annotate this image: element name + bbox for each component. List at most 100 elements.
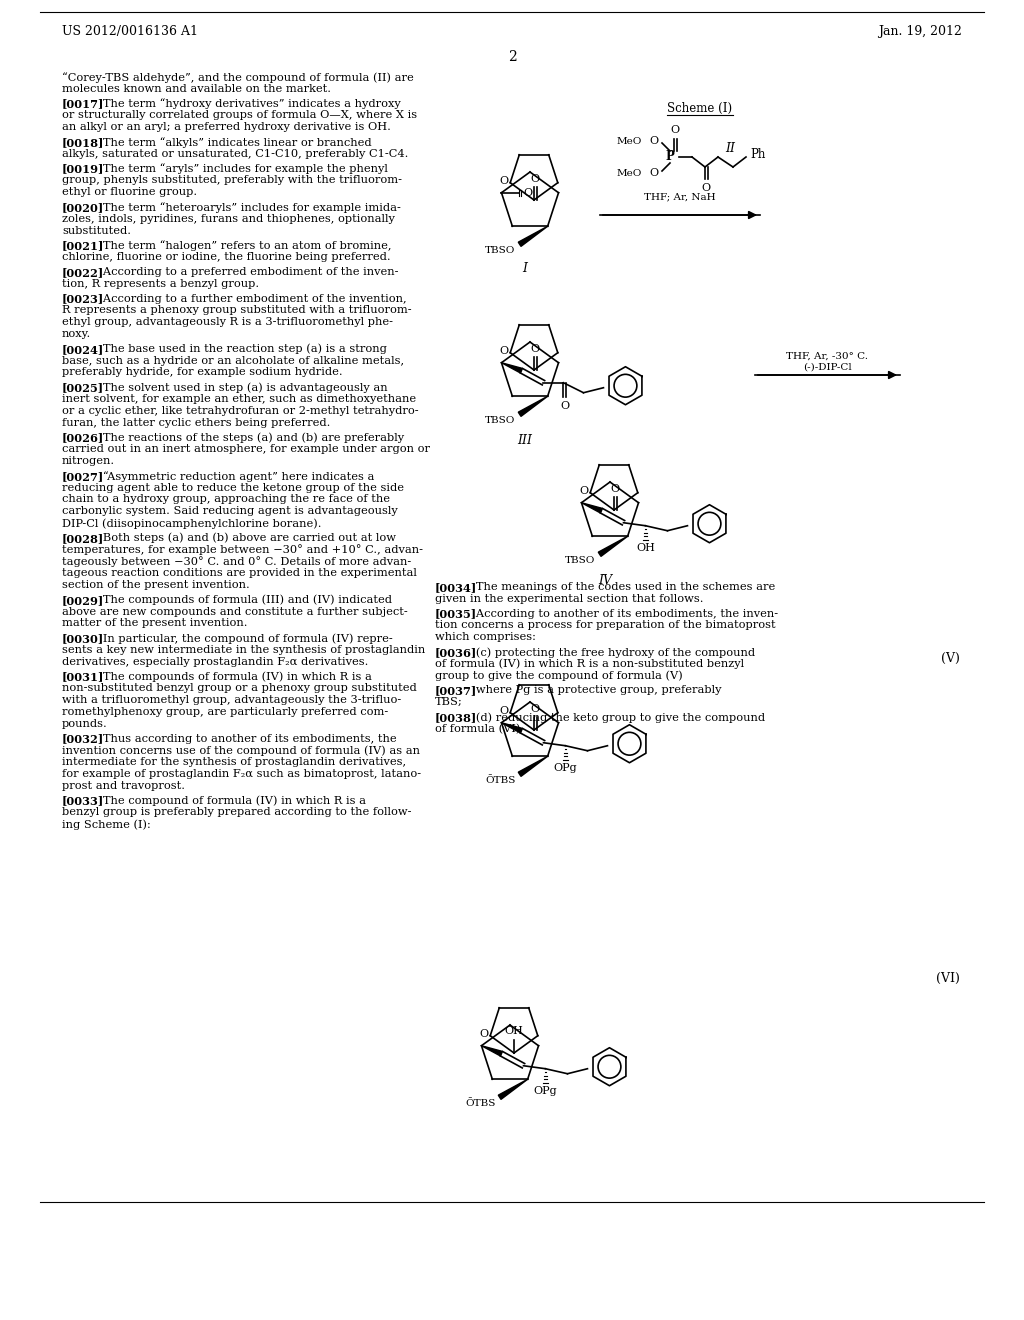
Text: tion, R represents a benzyl group.: tion, R represents a benzyl group. (62, 279, 259, 289)
Text: romethylphenoxy group, are particularly preferred com-: romethylphenoxy group, are particularly … (62, 708, 388, 717)
Text: ethyl group, advantageously R is a 3-trifluoromethyl phe-: ethyl group, advantageously R is a 3-tri… (62, 317, 393, 327)
Text: II: II (725, 143, 735, 154)
Text: O: O (530, 704, 540, 714)
Text: “Asymmetric reduction agent” here indicates a: “Asymmetric reduction agent” here indica… (92, 471, 375, 482)
Text: The compounds of formula (IV) in which R is a: The compounds of formula (IV) in which R… (92, 672, 372, 682)
Text: R represents a phenoxy group substituted with a trifluorom-: R represents a phenoxy group substituted… (62, 305, 412, 315)
Text: O: O (701, 183, 711, 193)
Text: O: O (479, 1028, 488, 1039)
Text: [0028]: [0028] (62, 533, 104, 544)
Text: [0036]: [0036] (435, 647, 477, 657)
Text: inert solvent, for example an ether, such as dimethoxyethane: inert solvent, for example an ether, suc… (62, 393, 416, 404)
Text: of formula (IV) in which R is a non-substituted benzyl: of formula (IV) in which R is a non-subs… (435, 659, 744, 669)
Text: O: O (649, 136, 658, 147)
Text: (VI): (VI) (936, 972, 961, 985)
Text: temperatures, for example between −30° and +10° C., advan-: temperatures, for example between −30° a… (62, 545, 423, 556)
Text: TBSO: TBSO (485, 416, 516, 425)
Text: Thus according to another of its embodiments, the: Thus according to another of its embodim… (92, 734, 397, 743)
Text: tion concerns a process for preparation of the bimatoprost: tion concerns a process for preparation … (435, 620, 775, 631)
Text: benzyl group is preferably prepared according to the follow-: benzyl group is preferably prepared acco… (62, 808, 412, 817)
Text: [0026]: [0026] (62, 433, 104, 444)
Text: The reactions of the steps (a) and (b) are preferably: The reactions of the steps (a) and (b) a… (92, 433, 404, 444)
Text: The base used in the reaction step (a) is a strong: The base used in the reaction step (a) i… (92, 343, 387, 354)
Text: The term “alkyls” indicates linear or branched: The term “alkyls” indicates linear or br… (92, 137, 372, 148)
Text: (-)-DIP-Cl: (-)-DIP-Cl (803, 363, 852, 372)
Text: for example of prostaglandin F₂α such as bimatoprost, latano-: for example of prostaglandin F₂α such as… (62, 770, 421, 779)
Text: [0034]: [0034] (435, 582, 477, 593)
Text: The meanings of the codes used in the schemes are: The meanings of the codes used in the sc… (465, 582, 775, 591)
Text: OPg: OPg (554, 763, 578, 772)
Text: O: O (523, 187, 532, 198)
Text: [0032]: [0032] (62, 734, 104, 744)
Text: O: O (560, 401, 569, 411)
Text: intermediate for the synthesis of prostaglandin derivatives,: intermediate for the synthesis of prosta… (62, 758, 407, 767)
Text: Both steps (a) and (b) above are carried out at low: Both steps (a) and (b) above are carried… (92, 533, 396, 544)
Text: OPg: OPg (534, 1086, 557, 1096)
Text: “Corey-TBS aldehyde”, and the compound of formula (II) are: “Corey-TBS aldehyde”, and the compound o… (62, 73, 414, 83)
Text: matter of the present invention.: matter of the present invention. (62, 618, 248, 628)
Text: ethyl or fluorine group.: ethyl or fluorine group. (62, 187, 198, 197)
Text: [0023]: [0023] (62, 293, 104, 305)
Text: (V): (V) (941, 652, 961, 665)
Text: OH: OH (505, 1026, 523, 1036)
Text: sents a key new intermediate in the synthesis of prostaglandin: sents a key new intermediate in the synt… (62, 645, 425, 655)
Text: TBS;: TBS; (435, 697, 463, 708)
Text: [0037]: [0037] (435, 685, 477, 697)
Text: MeO: MeO (616, 169, 642, 177)
Text: [0021]: [0021] (62, 240, 104, 251)
Polygon shape (502, 723, 522, 733)
Text: chlorine, fluorine or iodine, the fluorine being preferred.: chlorine, fluorine or iodine, the fluori… (62, 252, 390, 263)
Polygon shape (582, 503, 602, 513)
Text: base, such as a hydride or an alcoholate of alkaline metals,: base, such as a hydride or an alcoholate… (62, 355, 404, 366)
Text: According to a further embodiment of the invention,: According to a further embodiment of the… (92, 293, 407, 304)
Text: tageous reaction conditions are provided in the experimental: tageous reaction conditions are provided… (62, 568, 417, 578)
Text: OH: OH (636, 543, 655, 553)
Text: [0025]: [0025] (62, 383, 104, 393)
Text: group, phenyls substituted, preferably with the trifluorom-: group, phenyls substituted, preferably w… (62, 176, 402, 185)
Text: ing Scheme (I):: ing Scheme (I): (62, 820, 151, 830)
Text: [0022]: [0022] (62, 267, 104, 279)
Text: non-substituted benzyl group or a phenoxy group substituted: non-substituted benzyl group or a phenox… (62, 684, 417, 693)
Text: tageously between −30° C. and 0° C. Details of more advan-: tageously between −30° C. and 0° C. Deta… (62, 557, 412, 568)
Text: According to another of its embodiments, the inven-: According to another of its embodiments,… (465, 609, 778, 619)
Text: US 2012/0016136 A1: US 2012/0016136 A1 (62, 25, 198, 38)
Text: group to give the compound of formula (V): group to give the compound of formula (V… (435, 671, 683, 681)
Text: with a trifluoromethyl group, advantageously the 3-trifluo-: with a trifluoromethyl group, advantageo… (62, 696, 401, 705)
Text: The term “halogen” refers to an atom of bromine,: The term “halogen” refers to an atom of … (92, 240, 392, 251)
Text: O: O (610, 484, 620, 494)
Text: O: O (499, 706, 508, 715)
Text: IV: IV (598, 574, 612, 587)
Text: derivatives, especially prostaglandin F₂α derivatives.: derivatives, especially prostaglandin F₂… (62, 657, 369, 667)
Text: given in the experimental section that follows.: given in the experimental section that f… (435, 594, 703, 603)
Text: alkyls, saturated or unsaturated, C1-C10, preferably C1-C4.: alkyls, saturated or unsaturated, C1-C10… (62, 149, 409, 158)
Text: invention concerns use of the compound of formula (IV) as an: invention concerns use of the compound o… (62, 746, 420, 756)
Text: I: I (522, 261, 527, 275)
Text: carbonylic system. Said reducing agent is advantageously: carbonylic system. Said reducing agent i… (62, 506, 397, 516)
Text: [0020]: [0020] (62, 202, 104, 213)
Polygon shape (518, 396, 548, 416)
Text: [0029]: [0029] (62, 595, 104, 606)
Text: nitrogen.: nitrogen. (62, 455, 115, 466)
Text: [0038]: [0038] (435, 711, 477, 723)
Polygon shape (481, 1045, 503, 1056)
Text: The solvent used in step (a) is advantageously an: The solvent used in step (a) is advantag… (92, 383, 388, 393)
Text: prost and travoprost.: prost and travoprost. (62, 781, 185, 791)
Text: preferably hydride, for example sodium hydride.: preferably hydride, for example sodium h… (62, 367, 343, 378)
Text: [0031]: [0031] (62, 672, 104, 682)
Text: above are new compounds and constitute a further subject-: above are new compounds and constitute a… (62, 607, 408, 616)
Text: furan, the latter cyclic ethers being preferred.: furan, the latter cyclic ethers being pr… (62, 417, 331, 428)
Text: [0024]: [0024] (62, 343, 104, 355)
Text: pounds.: pounds. (62, 719, 108, 729)
Text: Jan. 19, 2012: Jan. 19, 2012 (879, 25, 962, 38)
Text: or structurally correlated groups of formula O—X, where X is: or structurally correlated groups of for… (62, 111, 417, 120)
Text: noxy.: noxy. (62, 329, 91, 339)
Text: O: O (499, 346, 508, 355)
Text: reducing agent able to reduce the ketone group of the side: reducing agent able to reduce the ketone… (62, 483, 404, 492)
Text: According to a preferred embodiment of the inven-: According to a preferred embodiment of t… (92, 267, 398, 277)
Text: The compounds of formula (III) and (IV) indicated: The compounds of formula (III) and (IV) … (92, 595, 392, 606)
Text: (d) reducing the keto group to give the compound: (d) reducing the keto group to give the … (465, 711, 765, 722)
Text: zoles, indols, pyridines, furans and thiophenes, optionally: zoles, indols, pyridines, furans and thi… (62, 214, 395, 224)
Text: (c) protecting the free hydroxy of the compound: (c) protecting the free hydroxy of the c… (465, 647, 756, 657)
Text: O: O (499, 176, 508, 186)
Polygon shape (502, 363, 522, 374)
